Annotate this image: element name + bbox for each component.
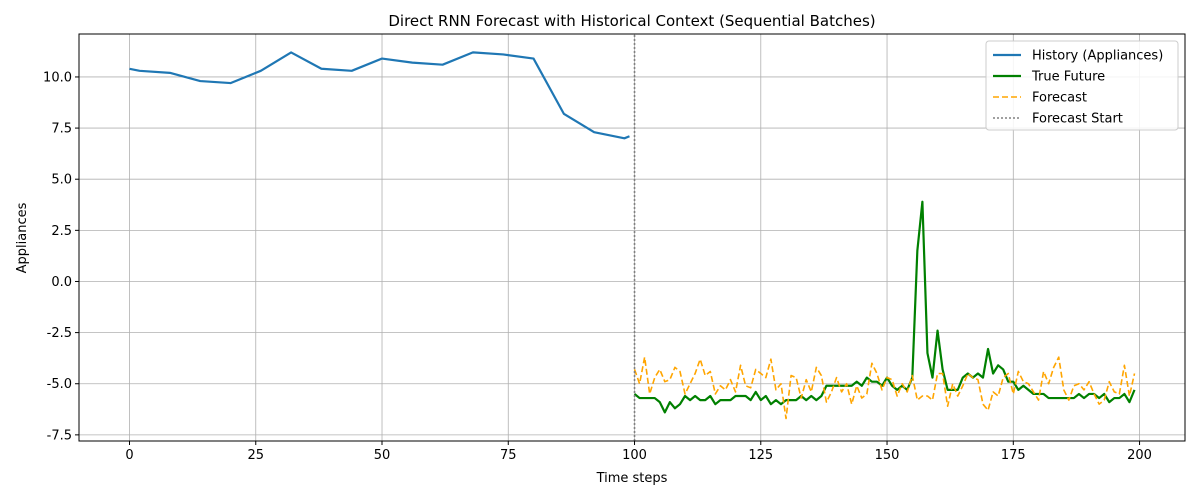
x-tick-label: 25 (247, 448, 264, 463)
series-history-appliances (129, 51, 630, 140)
x-tick-label: 125 (748, 448, 773, 463)
y-tick-label: 7.5 (51, 122, 72, 137)
x-tick-label: 0 (125, 448, 133, 463)
x-tick-label: 75 (500, 448, 517, 463)
axis-ticks: 0 25 50 75 100 125 150 175 200 -7.5 -5.0 -2.5 0.0 2.5… (43, 70, 1152, 463)
y-tick-label: 0.0 (51, 275, 72, 290)
x-axis-label: Time steps (596, 471, 668, 486)
legend: History (Appliances) True Future Forecast F… (985, 40, 1179, 131)
legend-box (985, 40, 1179, 131)
legend-label-true-future: True Future (1031, 70, 1105, 85)
y-tick-label: -7.5 (47, 428, 72, 443)
y-tick-label: 5.0 (51, 173, 72, 188)
axes-frame (78, 33, 1186, 442)
y-tick-label: -2.5 (47, 326, 72, 341)
chart-title: Direct RNN Forecast with Historical Cont… (388, 12, 875, 30)
x-tick-label: 50 (374, 448, 391, 463)
legend-label-forecast: Forecast (1032, 91, 1087, 106)
x-tick-label: 150 (875, 448, 900, 463)
series-forecast (633, 356, 1136, 420)
x-tick-label: 100 (622, 448, 647, 463)
y-tick-label: 2.5 (51, 224, 72, 239)
legend-label-history-appliances: History (Appliances) (1032, 49, 1163, 64)
x-tick-label: 175 (1001, 448, 1026, 463)
x-tick-label: 200 (1127, 448, 1152, 463)
legend-label-forecast-start: Forecast Start (1032, 112, 1123, 127)
y-tick-label: -5.0 (47, 377, 72, 392)
series-lines (129, 34, 1136, 441)
y-tick-label: 10.0 (43, 70, 72, 85)
y-axis-label: Appliances (15, 202, 30, 273)
